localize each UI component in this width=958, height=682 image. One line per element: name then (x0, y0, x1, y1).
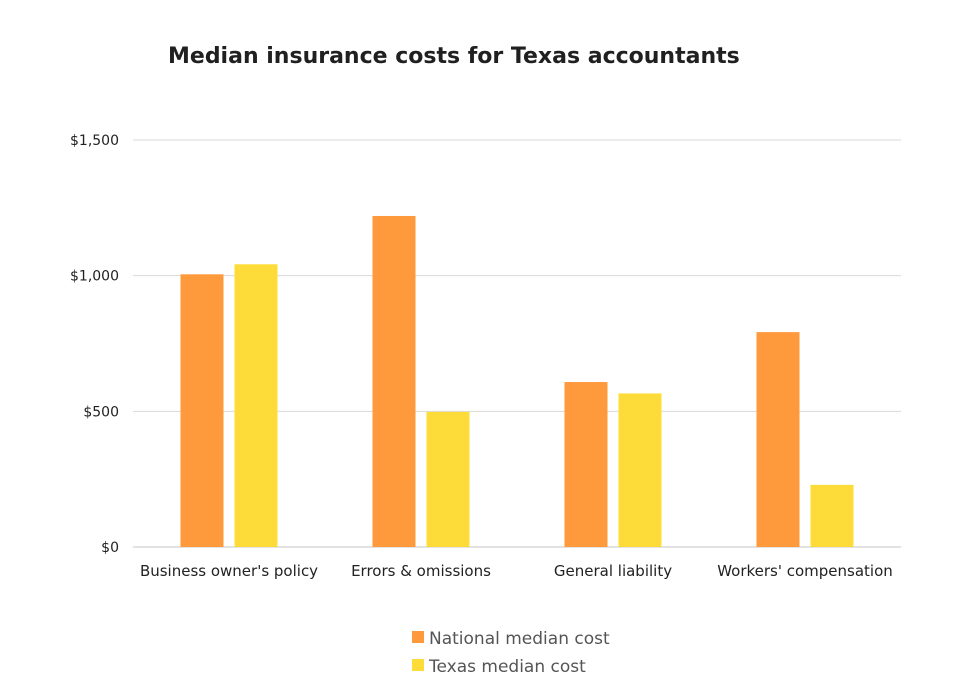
legend: National median cost Texas median cost (412, 629, 610, 677)
bar-national (564, 382, 608, 547)
bar-national (756, 332, 800, 547)
bar-texas (618, 393, 662, 547)
chart-title: Median insurance costs for Texas account… (168, 44, 740, 69)
legend-label: Texas median cost (428, 657, 586, 677)
x-tick-label: Errors & omissions (351, 562, 491, 580)
y-axis-ticks: $0 $500 $1,000 $1,500 (70, 133, 119, 556)
x-axis-labels: Business owner's policy Errors & omission… (140, 562, 893, 580)
x-tick-label: Business owner's policy (140, 562, 318, 580)
bar-national (372, 215, 416, 547)
y-tick-label: $500 (83, 404, 119, 420)
y-tick-label: $1,000 (70, 269, 119, 285)
y-tick-label: $0 (101, 540, 119, 556)
legend-swatch (412, 631, 424, 643)
bar-texas (810, 484, 854, 547)
x-tick-label: General liability (554, 562, 672, 580)
bars (180, 215, 854, 547)
bar-texas (426, 411, 470, 547)
legend-swatch (412, 659, 424, 671)
legend-label: National median cost (429, 629, 610, 649)
y-tick-label: $1,500 (70, 133, 119, 149)
x-tick-label: Workers' compensation (717, 562, 893, 580)
bar-national (180, 274, 224, 547)
bar-texas (234, 264, 278, 547)
